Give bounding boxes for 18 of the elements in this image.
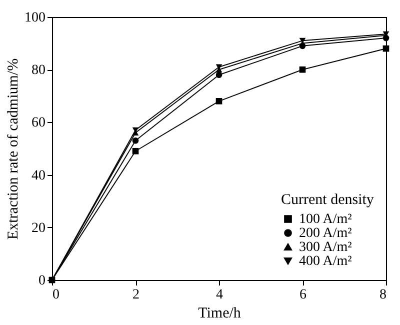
x-tick-label: 8 (380, 288, 386, 302)
y-tick-label: 80 (32, 63, 46, 78)
legend-label: 200 A/m² (299, 226, 352, 241)
x-tick-label: 4 (216, 288, 223, 302)
y-tick-label: 0 (38, 274, 46, 288)
y-tick-label: 40 (32, 168, 46, 184)
legend-label: 400 A/m² (299, 254, 352, 269)
x-tick-label: 2 (132, 288, 140, 302)
x-tick-label: 0 (52, 288, 60, 302)
x-axis-title: Time/h (198, 306, 242, 322)
y-tick-label: 60 (32, 116, 46, 131)
legend-label: 300 A/m² (299, 240, 352, 255)
legend-label: 100 A/m² (299, 212, 352, 227)
x-tick-label: 6 (300, 288, 306, 302)
y-axis-title: Extraction rate of cadmium/% (6, 58, 22, 240)
y-tick-label: 100 (24, 10, 46, 26)
legend-title: Current density (281, 192, 374, 208)
y-tick-label: 20 (32, 220, 46, 236)
